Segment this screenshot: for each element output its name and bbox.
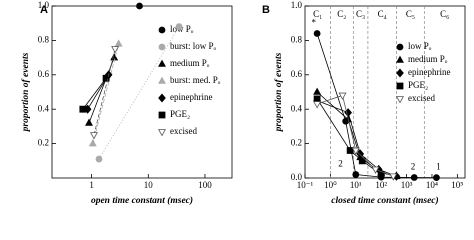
plot-frame bbox=[304, 5, 466, 179]
region-label: C₃ bbox=[356, 9, 365, 19]
region-label: C₆ bbox=[440, 9, 449, 19]
legend-label: PGE₂ bbox=[170, 109, 190, 119]
marker bbox=[313, 101, 322, 109]
marker bbox=[352, 171, 360, 178]
x-axis-label: closed time constant (msec) bbox=[331, 195, 438, 206]
marker bbox=[79, 105, 87, 113]
series-line bbox=[92, 43, 120, 144]
legend-label: epinephrine bbox=[408, 67, 450, 77]
x-tick-label: 10⁰ bbox=[324, 180, 337, 190]
series-line bbox=[316, 33, 437, 179]
legend-marker bbox=[158, 111, 166, 119]
x-axis-label: open time constant (msec) bbox=[91, 195, 193, 206]
series-line bbox=[316, 91, 397, 177]
x-tick-label: 10⁵ bbox=[451, 180, 463, 190]
y-tick-label: 0.6 bbox=[38, 69, 50, 79]
legend-label: burst: med. Pₒ bbox=[170, 75, 221, 85]
series-line bbox=[316, 98, 382, 175]
legend-marker bbox=[396, 68, 404, 78]
legend-marker bbox=[158, 76, 166, 84]
legend-marker bbox=[396, 43, 404, 51]
marker bbox=[111, 46, 120, 54]
region-label: C₁ bbox=[313, 9, 322, 19]
y-tick-label: 0.4 bbox=[291, 103, 303, 113]
marker bbox=[371, 166, 380, 174]
marker bbox=[351, 147, 360, 155]
legend-label: low Pₒ bbox=[170, 24, 194, 34]
legend-label: burst: low Pₒ bbox=[170, 41, 217, 51]
marker bbox=[175, 23, 183, 31]
legend-marker bbox=[158, 59, 166, 67]
series-line bbox=[98, 26, 180, 160]
y-tick-label: 1.0 bbox=[291, 0, 303, 10]
marker bbox=[346, 147, 354, 154]
legend-label: low Pₒ bbox=[408, 41, 432, 51]
region-label: C₂ bbox=[337, 9, 346, 19]
marker bbox=[338, 92, 347, 100]
marker bbox=[89, 132, 98, 140]
legend-marker bbox=[158, 26, 166, 34]
legend-marker bbox=[158, 129, 166, 137]
x-tick-label: 10⁻¹ bbox=[297, 180, 314, 190]
legend-marker bbox=[396, 82, 404, 90]
legend-marker bbox=[396, 96, 404, 104]
y-axis-label: proportion of events bbox=[274, 52, 284, 132]
y-tick-label: 0.4 bbox=[38, 103, 50, 113]
series-line bbox=[82, 77, 107, 110]
x-tick-label: 10² bbox=[375, 180, 387, 190]
legend-marker bbox=[158, 93, 166, 103]
annotation: * bbox=[311, 17, 316, 27]
region-label: C₄ bbox=[378, 9, 387, 19]
x-tick-label: 10¹ bbox=[350, 180, 362, 190]
marker bbox=[410, 174, 418, 181]
x-tick-label: 10³ bbox=[401, 180, 413, 190]
x-tick-label: 100 bbox=[198, 180, 212, 190]
annotation: 2 bbox=[411, 162, 416, 172]
y-tick-label: 0.6 bbox=[291, 69, 303, 79]
marker bbox=[313, 87, 322, 95]
marker bbox=[433, 174, 440, 182]
y-tick-label: 0.8 bbox=[291, 34, 303, 44]
legend-marker bbox=[158, 43, 166, 51]
panel-label: B bbox=[262, 4, 270, 16]
y-tick-label: 1.0 bbox=[38, 0, 50, 10]
y-axis-label: proportion of events bbox=[21, 52, 31, 132]
x-tick-label: 10 bbox=[144, 180, 154, 190]
figure: A 0.2 0.4 0.6 0.8 1.0 1 10 100 open time constant… bbox=[21, 0, 466, 206]
legend-label: epinephrine bbox=[170, 92, 212, 102]
marker bbox=[313, 95, 321, 103]
legend-label: PGE₂ bbox=[408, 80, 428, 90]
legend-label: medium Pₒ bbox=[170, 58, 210, 68]
marker bbox=[313, 30, 321, 37]
y-tick-label: 0.0 bbox=[291, 172, 303, 182]
x-tick-label: 10⁴ bbox=[426, 180, 438, 190]
legend-marker bbox=[396, 55, 404, 63]
y-tick-label: 0.8 bbox=[38, 34, 50, 44]
y-tick-label: 0.2 bbox=[38, 138, 49, 148]
marker bbox=[136, 2, 143, 10]
annotation: 2 bbox=[338, 158, 343, 168]
region-label: C₅ bbox=[406, 9, 415, 19]
marker bbox=[114, 39, 123, 47]
x-tick-label: 1 bbox=[89, 180, 94, 190]
marker bbox=[110, 53, 119, 61]
legend-label: medium Pₒ bbox=[408, 54, 448, 64]
annotation: 1 bbox=[436, 162, 441, 172]
marker bbox=[88, 139, 97, 147]
legend-label: excised bbox=[170, 126, 197, 136]
marker bbox=[389, 173, 398, 181]
y-tick-label: 0.2 bbox=[291, 138, 302, 148]
marker bbox=[85, 118, 93, 126]
panel-label: A bbox=[40, 4, 48, 16]
legend-label: excised bbox=[408, 93, 435, 103]
marker bbox=[95, 155, 103, 163]
series-line bbox=[93, 48, 116, 136]
series-line bbox=[316, 100, 397, 177]
